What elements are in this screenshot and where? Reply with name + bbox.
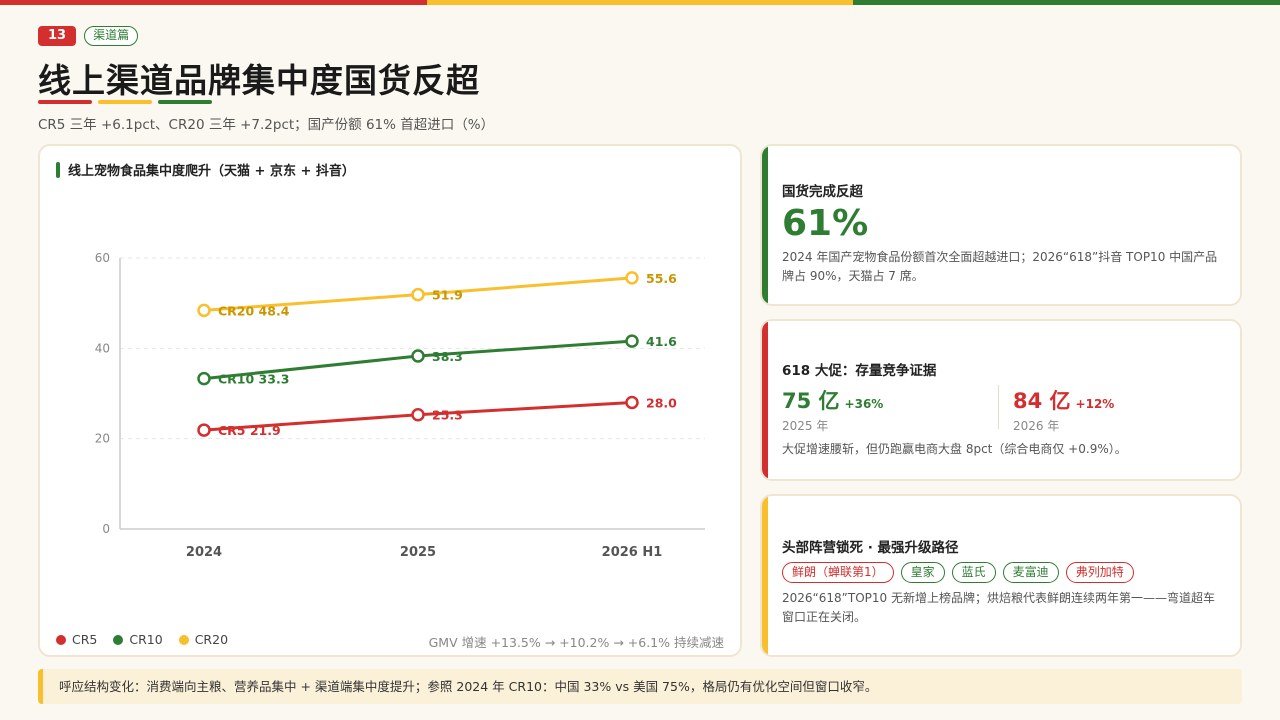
top-color-bar [0, 0, 1280, 5]
card-top-brands: 头部阵营锁死 · 最强升级路径 鲜朗（蝉联第1） 皇家 蓝氏 麦富迪 弗列加特 … [760, 494, 1242, 657]
card-accent [762, 146, 768, 304]
section-badge: 渠道篇 [84, 26, 139, 46]
data-point-cr10 [197, 371, 211, 386]
data-label-cr5: CR5 21.9 [218, 423, 281, 438]
stat-divider [998, 385, 999, 429]
legend-label-cr10: CR10 [129, 632, 163, 647]
brand-tag[interactable]: 皇家 [900, 562, 945, 583]
footer-note: 呼应结构变化：消费端向主粮、营养品集中 + 渠道端集中度提升；参照 2024 年… [38, 669, 1242, 704]
brand-tag[interactable]: 弗列加特 [1065, 562, 1134, 583]
data-point-cr5 [411, 407, 425, 422]
legend-label-cr20: CR20 [194, 632, 229, 647]
brand-tag[interactable]: 蓝氏 [951, 562, 996, 583]
stat-value: 84 亿 [1013, 389, 1071, 413]
data-point-cr20 [625, 271, 639, 285]
stat-2025: 75 亿 +36% 2025 年 [782, 385, 998, 434]
legend-item-cr5[interactable]: CR5 [56, 632, 97, 647]
domestic-share-value: 61% [782, 203, 869, 244]
stat-change: +12% [1075, 397, 1115, 411]
y-tick-label: 0 [102, 522, 110, 536]
y-tick-label: 40 [95, 341, 110, 355]
data-point-cr20 [197, 303, 211, 318]
badge-row: 13 渠道篇 [38, 26, 139, 46]
card-domestic-overtake: 国货完成反超 61% 2024 年国产宠物食品份额首次全面超越进口；2026“6… [760, 144, 1242, 306]
card-heading: 头部阵营锁死 · 最强升级路径 [782, 540, 959, 556]
y-tick-label: 60 [95, 251, 110, 265]
chart-title: 线上宠物食品集中度爬升（天猫 + 京东 + 抖音） [56, 160, 355, 179]
data-point-cr5 [197, 423, 211, 437]
x-tick-label: 2026 H1 [602, 545, 663, 560]
brand-tags: 鲜朗（蝉联第1） 皇家 蓝氏 麦富迪 弗列加特 [782, 562, 1222, 583]
y-tick-label: 20 [95, 432, 110, 446]
x-tick-label: 2025 [400, 545, 436, 560]
card-description: 2024 年国产宠物食品份额首次全面超越进口；2026“618”抖音 TOP10… [782, 250, 1218, 283]
legend-label-cr5: CR5 [72, 632, 98, 647]
stat-change: +36% [844, 397, 884, 411]
stat-year: 2026 年 [1013, 419, 1060, 433]
x-tick-label: 2024 [186, 545, 222, 560]
chart-card: 0 20 40 60 2024 2025 2026 H1 CR5 21.9 25.3 28.0 CR… [38, 144, 742, 657]
stat-year: 2025 年 [782, 419, 829, 433]
brand-tag[interactable]: 麦富迪 [1002, 562, 1059, 583]
card-heading: 618 大促：存量竞争证据 [782, 363, 937, 379]
title-underline [38, 100, 212, 104]
page-subtitle: CR5 三年 +6.1pct、CR20 三年 +7.2pct；国产份额 61% … [38, 117, 495, 133]
card-heading: 国货完成反超 [782, 184, 863, 200]
promo-stats: 75 亿 +36% 2025 年 84 亿 +12% 2026 年 [782, 385, 1222, 434]
chart-legend: CR5 CR10 CR20 [56, 632, 228, 647]
stat-value: 75 亿 [782, 389, 840, 413]
card-accent [762, 321, 768, 479]
gmv-growth-note: GMV 增速 +13.5% → +10.2% → +6.1% 持续减速 [428, 635, 724, 650]
card-description: 大促增速腰斩，但仍跑赢电商大盘 8pct（综合电商仅 +0.9%）。 [782, 442, 1127, 456]
line-chart: 0 20 40 60 2024 2025 2026 H1 CR5 21.9 25.3 28.0 CR… [95, 251, 705, 560]
chart-title-text: 线上宠物食品集中度爬升（天猫 + 京东 + 抖音） [68, 164, 355, 179]
data-point-cr10 [625, 334, 639, 348]
legend-dot-cr20 [178, 634, 189, 645]
legend-dot-cr10 [113, 634, 124, 645]
data-label-cr20: 51.9 [432, 288, 463, 303]
data-label-cr5: 25.3 [432, 408, 463, 423]
legend-item-cr20[interactable]: CR20 [178, 632, 229, 647]
card-accent [762, 496, 768, 655]
legend-item-cr10[interactable]: CR10 [113, 632, 163, 647]
card-description: 2026“618”TOP10 无新增上榜品牌；烘焙粮代表鲜朗连续两年第一——弯道… [782, 591, 1215, 624]
data-point-cr10 [411, 349, 425, 363]
stat-2026: 84 亿 +12% 2026 年 [1013, 385, 1114, 434]
data-label-cr20: 55.6 [646, 271, 677, 286]
data-label-cr10: 38.3 [432, 349, 463, 364]
page-number-badge: 13 [38, 26, 77, 46]
data-label-cr5: 28.0 [646, 396, 677, 411]
card-618-promo: 618 大促：存量竞争证据 75 亿 +36% 2025 年 84 亿 +12% 2… [760, 319, 1242, 481]
legend-dot-cr5 [56, 634, 66, 645]
page-title: 线上渠道品牌集中度国货反超 [38, 61, 480, 100]
data-label-cr10: 41.6 [646, 334, 677, 349]
data-point-cr5 [625, 395, 639, 410]
brand-tag[interactable]: 鲜朗（蝉联第1） [782, 562, 894, 583]
data-label-cr10: CR10 33.3 [218, 372, 289, 387]
data-label-cr20: CR20 48.4 [218, 303, 290, 318]
chart-title-accent [56, 161, 60, 178]
data-point-cr20 [411, 287, 425, 302]
